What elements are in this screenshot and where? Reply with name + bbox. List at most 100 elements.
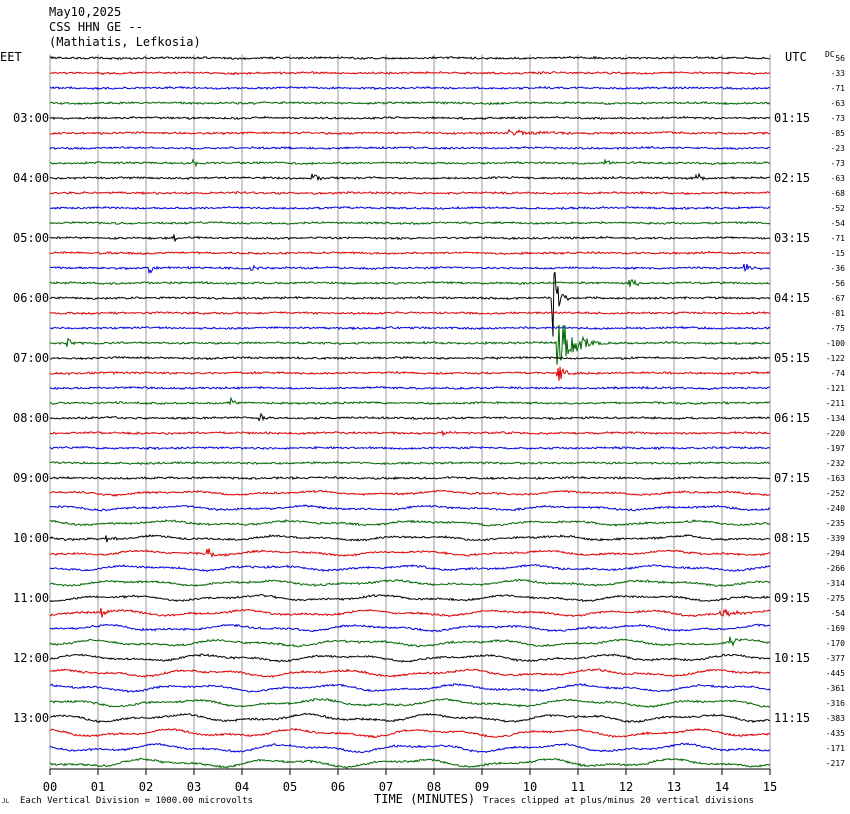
x-tick-label: 12	[619, 780, 633, 794]
x-tick-label: 11	[571, 780, 585, 794]
dc-offset-label: -71	[831, 84, 846, 93]
dc-offset-label: -217	[826, 759, 845, 768]
trace-7	[49, 158, 771, 168]
dc-offset-label: -316	[826, 699, 845, 708]
dc-offset-label: -339	[826, 534, 845, 543]
trace-2	[49, 85, 771, 91]
corner-mark: JL	[2, 798, 10, 805]
traces	[49, 55, 771, 769]
dc-offset-label: -73	[831, 114, 846, 123]
left-hour-label: 06:00	[13, 291, 49, 305]
x-tick-label: 02	[139, 780, 153, 794]
trace-15	[49, 278, 771, 287]
right-hour-label: 11:15	[774, 711, 810, 725]
trace-8	[49, 172, 771, 182]
dc-offset-label: -266	[826, 564, 845, 573]
x-tick-label: 06	[331, 780, 345, 794]
dc-offset-label: -252	[826, 489, 845, 498]
trace-3	[49, 100, 771, 106]
trace-43	[49, 698, 771, 708]
trace-40	[49, 653, 771, 663]
dc-offset-label: -36	[831, 264, 846, 273]
left-timezone-label: EET	[0, 50, 22, 64]
trace-31	[49, 519, 771, 527]
right-hour-label: 10:15	[774, 651, 810, 665]
trace-16	[50, 271, 771, 337]
dc-offset-label: -170	[826, 639, 845, 648]
dc-offset-label: -314	[826, 579, 845, 588]
dc-offset-label: -122	[826, 354, 845, 363]
scale-note: Each Vertical Division = 1000.00 microvo…	[20, 796, 253, 806]
trace-6	[49, 145, 771, 151]
hour-labels: 03:00 04:00 05:00 06:00 07:00 08:00 09:00 10:00…	[13, 111, 810, 725]
trace-47	[49, 757, 771, 769]
trace-20	[49, 355, 771, 361]
dc-offset-label: -33	[831, 69, 846, 78]
x-tick-label: 13	[667, 780, 681, 794]
dc-offset-label: -63	[831, 99, 846, 108]
x-tick-label: 04	[235, 780, 249, 794]
trace-33	[49, 548, 771, 558]
dc-offset-label: -100	[826, 339, 845, 348]
left-hour-label: 05:00	[13, 231, 49, 245]
right-hour-label: 06:15	[774, 411, 810, 425]
x-tick-label: 00	[43, 780, 57, 794]
dc-offset-label: -211	[826, 399, 845, 408]
trace-38	[49, 623, 771, 633]
trace-44	[50, 712, 771, 724]
trace-18	[49, 325, 771, 331]
x-tick-label: 10	[523, 780, 537, 794]
trace-29	[50, 489, 771, 497]
trace-22	[49, 385, 771, 391]
left-hour-label: 07:00	[13, 351, 49, 365]
trace-46	[49, 742, 771, 754]
dc-offset-label: -68	[831, 189, 846, 198]
dc-offset-label: -163	[826, 474, 845, 483]
x-tick-label: 05	[283, 780, 297, 794]
left-hour-label: 08:00	[13, 411, 49, 425]
dc-offset-label: -54	[831, 219, 846, 228]
dc-offset-label: -235	[826, 519, 845, 528]
x-tick-label: 01	[91, 780, 105, 794]
trace-11	[49, 220, 771, 226]
dc-offset-label: -74	[831, 369, 846, 378]
dc-offset-label: -121	[826, 384, 845, 393]
x-tick-label: 15	[763, 780, 777, 794]
dc-offset-label: -15	[831, 249, 846, 258]
dc-offset-label: -232	[826, 459, 845, 468]
location-label: (Mathiatis, Lefkosia)	[49, 35, 201, 49]
trace-24	[49, 412, 771, 422]
x-axis-ticks: 00 01 02 03 04 05 06 07 08 09 10 11 12 13 14 15	[43, 768, 777, 794]
x-tick-label: 07	[379, 780, 393, 794]
x-axis-title: TIME (MINUTES)	[374, 792, 475, 806]
left-hour-label: 11:00	[13, 591, 49, 605]
trace-35	[49, 578, 771, 588]
left-hour-label: 12:00	[13, 651, 49, 665]
trace-41	[49, 668, 771, 678]
trace-32	[49, 533, 771, 543]
trace-14	[49, 263, 771, 275]
trace-5	[49, 128, 771, 136]
trace-27	[49, 460, 771, 466]
trace-39	[49, 636, 771, 648]
trace-23	[49, 396, 771, 406]
dc-offset-label: -56	[831, 279, 846, 288]
dc-offset-label: -171	[826, 744, 845, 753]
left-hour-label: 04:00	[13, 171, 49, 185]
dc-offset-label: -220	[826, 429, 845, 438]
dc-offset-label: -294	[826, 549, 845, 558]
dc-offset-label: -197	[826, 444, 845, 453]
dc-offset-label: -52	[831, 204, 846, 213]
dc-label: DC	[825, 50, 835, 59]
dc-offset-label: -54	[831, 609, 846, 618]
dc-offset-label: -169	[826, 624, 845, 633]
dc-offset-label: -275	[826, 594, 845, 603]
dc-offset-label: -240	[826, 504, 845, 513]
grid	[49, 54, 771, 769]
x-tick-label: 08	[427, 780, 441, 794]
trace-12	[49, 234, 771, 242]
trace-26	[49, 445, 771, 451]
trace-9	[49, 190, 770, 196]
right-hour-label: 03:15	[774, 231, 810, 245]
dc-offset-label: -71	[831, 234, 846, 243]
